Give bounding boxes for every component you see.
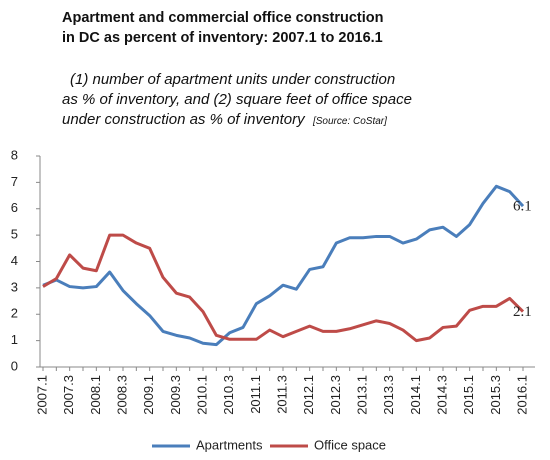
x-tick-label: 2015.1: [461, 375, 476, 415]
x-tick-label: 2016.1: [514, 375, 529, 415]
chart-title: Apartment and commercial office construc…: [62, 10, 384, 46]
x-tick-label: 2007.3: [61, 375, 76, 415]
x-tick-label: 2009.1: [141, 375, 156, 415]
y-tick-label: 8: [11, 147, 18, 162]
data-label: 6.1: [513, 199, 532, 215]
x-tick-label: 2011.1: [248, 375, 263, 414]
x-tick-label: 2015.3: [488, 375, 503, 415]
x-tick-label: 2010.1: [194, 375, 209, 415]
x-tick-label: 2012.1: [301, 375, 316, 415]
x-tick-label: 2013.1: [354, 375, 369, 415]
x-tick-label: 2009.3: [168, 375, 183, 415]
y-tick-label: 6: [11, 200, 18, 215]
line: [42, 233, 525, 343]
y-tick-label: 0: [11, 358, 18, 373]
y-tick-label: 3: [11, 279, 18, 294]
y-tick-label: 7: [11, 174, 18, 189]
data-label: 2.1: [513, 304, 532, 320]
chart-subtitle: (1) number of apartment units under cons…: [62, 71, 412, 128]
y-tick-label: 5: [11, 227, 18, 242]
line: [42, 184, 525, 347]
x-tick-label: 2014.3: [434, 375, 449, 415]
x-tick-label: 2013.3: [381, 375, 396, 415]
x-tick-label: 2012.3: [328, 375, 343, 415]
x-tick-label: 2014.1: [408, 375, 423, 415]
y-tick-label: 4: [11, 253, 18, 268]
legend-label: Office space: [314, 437, 386, 452]
x-tick-label: 2011.3: [274, 375, 289, 414]
source-note: [Source: CoStar]: [312, 116, 387, 127]
y-tick-label: 2: [11, 306, 18, 321]
x-tick-label: 2010.3: [221, 375, 236, 415]
x-tick-label: 2008.1: [88, 375, 103, 415]
y-tick-label: 1: [11, 332, 18, 347]
subtitle-block: (1) number of apartment units under cons…: [62, 70, 412, 132]
x-tick-label: 2008.3: [114, 375, 129, 415]
legend-label: Apartments: [196, 437, 263, 452]
x-tick-label: 2007.1: [34, 375, 49, 415]
